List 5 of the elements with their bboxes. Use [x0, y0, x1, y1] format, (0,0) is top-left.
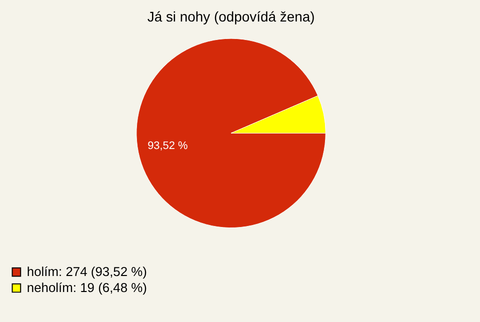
pie-slice	[136, 38, 326, 228]
legend-label: holím: 274 (93,52 %)	[26, 264, 147, 280]
data-label: 93,52 %	[148, 140, 188, 152]
legend-label: neholím: 19 (6,48 %)	[26, 280, 147, 296]
chart-title: Já si nohy (odpovídá žena)	[147, 8, 315, 25]
